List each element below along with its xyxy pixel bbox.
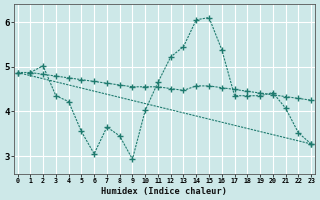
X-axis label: Humidex (Indice chaleur): Humidex (Indice chaleur) — [101, 187, 227, 196]
